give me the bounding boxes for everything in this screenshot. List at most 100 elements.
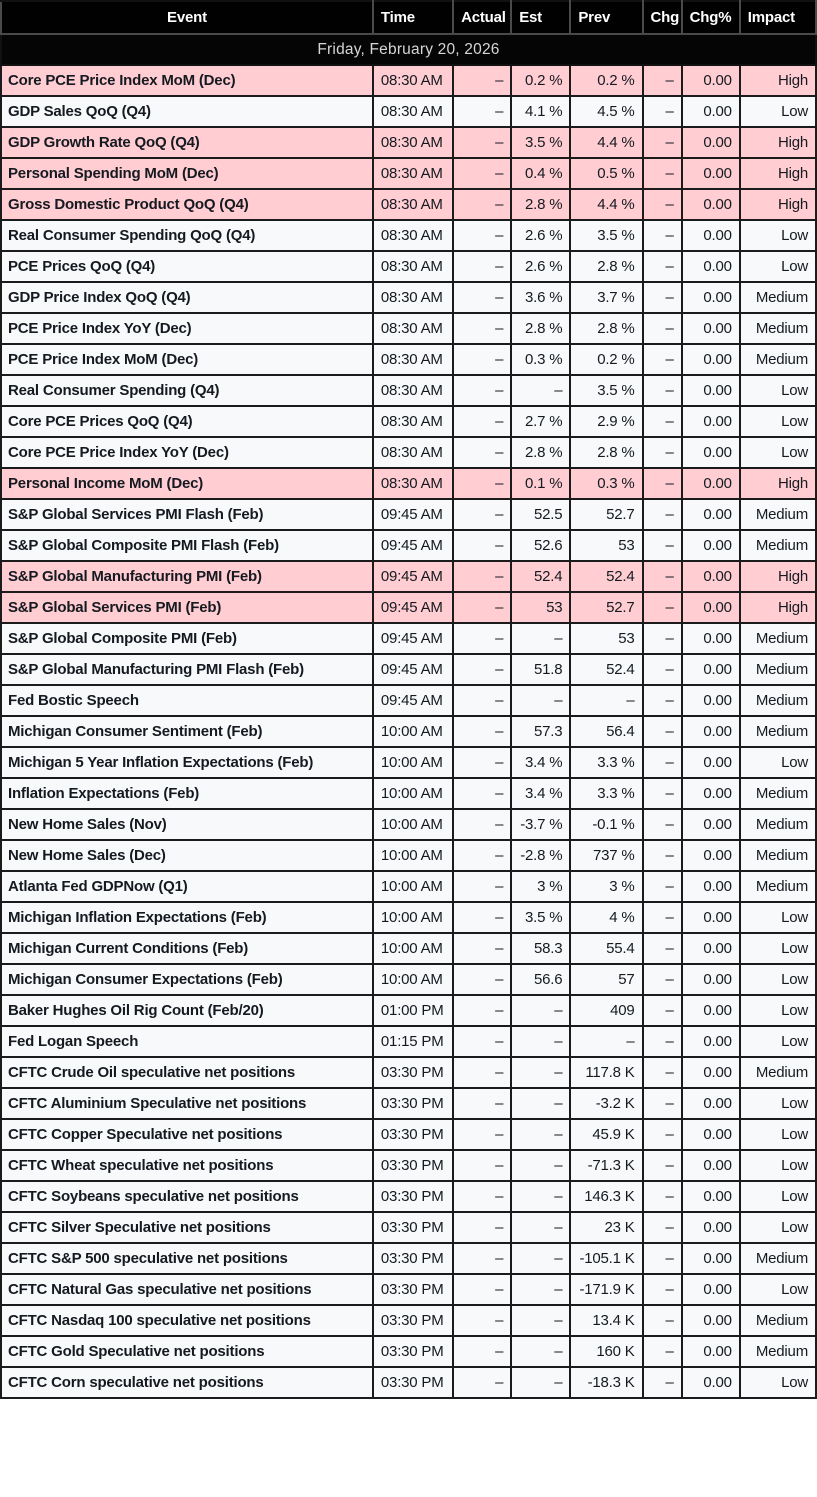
- est-cell: –: [510, 1087, 572, 1120]
- event-cell: Real Consumer Spending (Q4): [0, 374, 374, 407]
- time-cell: 08:30 AM: [371, 281, 455, 314]
- chgpct-cell: 0.00: [680, 1149, 741, 1182]
- chg-cell: –: [641, 715, 683, 748]
- actual-cell: –: [452, 498, 513, 531]
- chg-cell: –: [641, 529, 683, 562]
- chg-cell: –: [641, 653, 683, 686]
- impact-cell: High: [738, 64, 817, 97]
- impact-cell: Medium: [738, 839, 817, 872]
- event-row: Core PCE Prices QoQ (Q4) 08:30 AM –2.7 % 2.…: [0, 405, 817, 438]
- actual-cell: –: [452, 1304, 513, 1337]
- event-row: Real Consumer Spending QoQ (Q4) 08:30 AM –…: [0, 219, 817, 252]
- prev-cell: 4.4 %: [569, 126, 644, 159]
- time-cell: 08:30 AM: [371, 312, 455, 345]
- event-cell: S&P Global Manufacturing PMI (Feb): [0, 560, 374, 593]
- event-row: S&P Global Services PMI Flash (Feb) 09:45…: [0, 498, 817, 531]
- event-row: S&P Global Composite PMI Flash (Feb) 09:4…: [0, 529, 817, 562]
- chgpct-cell: 0.00: [680, 312, 741, 345]
- time-cell: 10:00 AM: [371, 715, 455, 748]
- actual-cell: –: [452, 746, 513, 779]
- impact-cell: High: [738, 157, 817, 190]
- chgpct-cell: 0.00: [680, 219, 741, 252]
- impact-cell: Medium: [738, 498, 817, 531]
- chg-cell: –: [641, 95, 683, 128]
- impact-cell: Low: [738, 1366, 817, 1399]
- time-cell: 08:30 AM: [371, 250, 455, 283]
- prev-cell: 52.7: [569, 498, 644, 531]
- impact-cell: Medium: [738, 1242, 817, 1275]
- prev-cell: 2.8 %: [569, 436, 644, 469]
- event-row: S&P Global Services PMI (Feb) 09:45 AM –53…: [0, 591, 817, 624]
- event-cell: CFTC Wheat speculative net positions: [0, 1149, 374, 1182]
- impact-cell: Low: [738, 1118, 817, 1151]
- event-row: CFTC Silver Speculative net positions 03:…: [0, 1211, 817, 1244]
- chg-cell: –: [641, 126, 683, 159]
- est-cell: 53: [510, 591, 572, 624]
- chg-cell: –: [641, 560, 683, 593]
- chg-cell: –: [641, 1273, 683, 1306]
- impact-cell: Medium: [738, 777, 817, 810]
- prev-cell: -105.1 K: [569, 1242, 644, 1275]
- event-row: PCE Price Index MoM (Dec) 08:30 AM –0.3 % 0…: [0, 343, 817, 376]
- est-cell: –: [510, 1056, 572, 1089]
- time-cell: 03:30 PM: [371, 1273, 455, 1306]
- impact-cell: Medium: [738, 684, 817, 717]
- event-cell: Michigan Current Conditions (Feb): [0, 932, 374, 965]
- event-row: CFTC Gold Speculative net positions 03:30…: [0, 1335, 817, 1368]
- prev-cell: 3.5 %: [569, 219, 644, 252]
- impact-cell: Low: [738, 1180, 817, 1213]
- time-cell: 01:00 PM: [371, 994, 455, 1027]
- chgpct-cell: 0.00: [680, 1304, 741, 1337]
- actual-cell: –: [452, 808, 513, 841]
- time-cell: 03:30 PM: [371, 1335, 455, 1368]
- chgpct-cell: 0.00: [680, 777, 741, 810]
- actual-cell: –: [452, 436, 513, 469]
- chg-cell: –: [641, 1025, 683, 1058]
- est-cell: 0.1 %: [510, 467, 572, 500]
- est-cell: –: [510, 374, 572, 407]
- prev-cell: 45.9 K: [569, 1118, 644, 1151]
- event-cell: PCE Price Index MoM (Dec): [0, 343, 374, 376]
- event-row: Personal Income MoM (Dec) 08:30 AM –0.1 % 0…: [0, 467, 817, 500]
- actual-cell: –: [452, 1211, 513, 1244]
- chg-cell: –: [641, 932, 683, 965]
- actual-cell: –: [452, 95, 513, 128]
- impact-cell: High: [738, 188, 817, 221]
- time-cell: 10:00 AM: [371, 808, 455, 841]
- column-header-event: Event: [0, 0, 374, 35]
- impact-cell: Low: [738, 963, 817, 996]
- event-cell: Michigan 5 Year Inflation Expectations (…: [0, 746, 374, 779]
- prev-cell: 55.4: [569, 932, 644, 965]
- chg-cell: –: [641, 498, 683, 531]
- economic-calendar: Event Time Actual Est Prev Chg Chg% Impa…: [0, 0, 817, 1399]
- time-cell: 08:30 AM: [371, 188, 455, 221]
- event-cell: CFTC Nasdaq 100 speculative net position…: [0, 1304, 374, 1337]
- prev-cell: 53: [569, 622, 644, 655]
- actual-cell: –: [452, 560, 513, 593]
- chg-cell: –: [641, 746, 683, 779]
- actual-cell: –: [452, 312, 513, 345]
- prev-cell: 56.4: [569, 715, 644, 748]
- time-cell: 08:30 AM: [371, 436, 455, 469]
- chg-cell: –: [641, 1087, 683, 1120]
- est-cell: 51.8: [510, 653, 572, 686]
- actual-cell: –: [452, 1149, 513, 1182]
- impact-cell: Low: [738, 1211, 817, 1244]
- est-cell: 2.8 %: [510, 312, 572, 345]
- chg-cell: –: [641, 994, 683, 1027]
- event-cell: Inflation Expectations (Feb): [0, 777, 374, 810]
- event-cell: Atlanta Fed GDPNow (Q1): [0, 870, 374, 903]
- est-cell: 2.6 %: [510, 250, 572, 283]
- event-row: CFTC Wheat speculative net positions 03:3…: [0, 1149, 817, 1182]
- est-cell: –: [510, 1304, 572, 1337]
- chg-cell: –: [641, 374, 683, 407]
- event-row: S&P Global Manufacturing PMI Flash (Feb)…: [0, 653, 817, 686]
- chgpct-cell: 0.00: [680, 436, 741, 469]
- column-header-chg: Chg: [641, 0, 683, 35]
- prev-cell: –: [569, 1025, 644, 1058]
- est-cell: 3.5 %: [510, 126, 572, 159]
- actual-cell: –: [452, 250, 513, 283]
- prev-cell: -71.3 K: [569, 1149, 644, 1182]
- chg-cell: –: [641, 1304, 683, 1337]
- impact-cell: High: [738, 591, 817, 624]
